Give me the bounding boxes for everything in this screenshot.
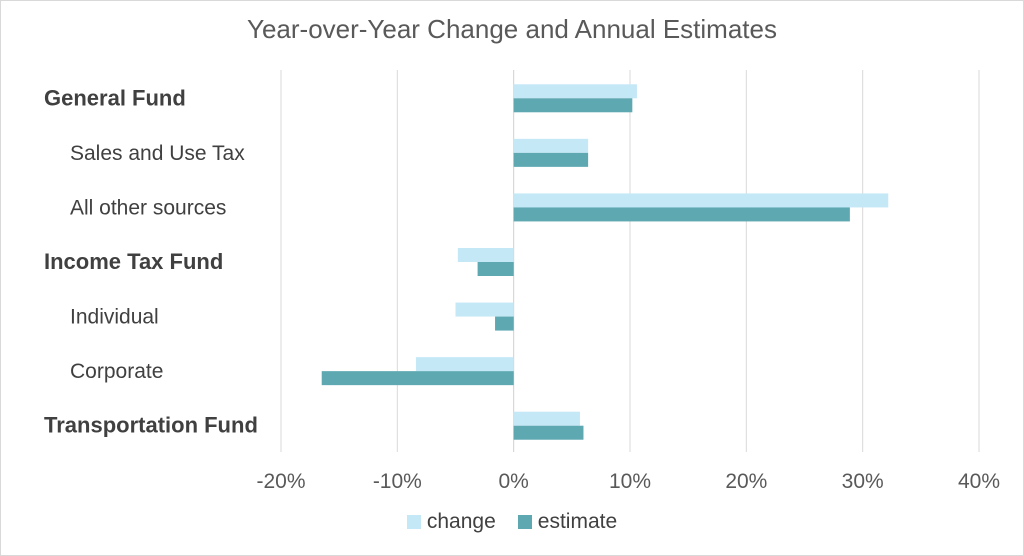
x-tick-label: 30% [842, 470, 884, 493]
legend-swatch-change [406, 515, 421, 529]
category-label: All other sources [70, 196, 226, 219]
bar-change [513, 84, 637, 99]
bar-change [513, 411, 580, 426]
category-label: Sales and Use Tax [70, 142, 245, 165]
bar-estimate [513, 152, 589, 167]
legend-item-change: change [406, 510, 496, 534]
x-tick-label: -20% [256, 470, 305, 493]
chart-title: Year-over-Year Change and Annual Estimat… [247, 14, 777, 44]
category-label: Corporate [70, 360, 163, 383]
legend-label-change: change [426, 510, 496, 533]
x-tick-label: 40% [958, 470, 1000, 493]
bar-change [513, 138, 589, 153]
category-label: General Fund [44, 85, 186, 110]
bar-change [415, 357, 514, 372]
legend-item-estimate: estimate [517, 510, 618, 534]
bar-estimate [495, 316, 514, 331]
x-tick-label: 0% [498, 470, 528, 493]
category-label: Individual [70, 306, 159, 329]
x-tick-label: 20% [725, 470, 767, 493]
bar-estimate [321, 371, 514, 386]
bar-estimate [477, 262, 514, 276]
category-label: Transportation Fund [44, 413, 258, 438]
bar-estimate [513, 98, 633, 113]
category-label: Income Tax Fund [44, 249, 223, 274]
bar-estimate [513, 207, 850, 222]
bar-change [457, 248, 514, 262]
bar-change [455, 302, 514, 317]
legend: change estimate [0, 510, 1024, 534]
legend-label-estimate: estimate [537, 510, 618, 533]
x-tick-label: 10% [609, 470, 651, 493]
legend-swatch-estimate [517, 515, 532, 529]
bar-estimate [513, 425, 584, 440]
bar-change [513, 193, 889, 208]
x-tick-label: -10% [373, 470, 422, 493]
